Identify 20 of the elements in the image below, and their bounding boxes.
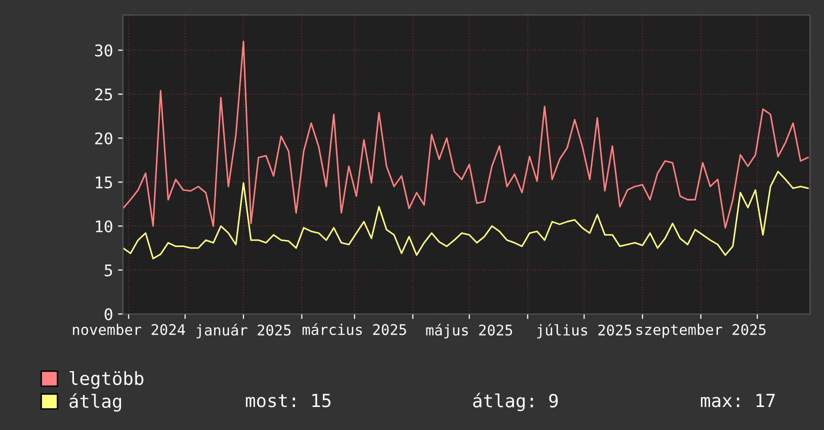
y-tick-label: 25: [95, 88, 112, 100]
y-tick-label: 15: [96, 176, 112, 188]
y-tick-label: 5: [104, 264, 112, 276]
x-tick-label: november 2024: [72, 324, 186, 336]
y-tick-label: 20: [95, 132, 112, 144]
text: max: 17: [700, 394, 775, 408]
x-tick-label: március 2025: [302, 323, 406, 336]
x-tick-label: január 2025: [196, 324, 291, 338]
y-tick-label: 0: [104, 308, 112, 320]
text: most: 15: [246, 394, 331, 408]
line-series: [123, 170, 809, 260]
y-tick-label: 10: [96, 220, 112, 232]
x-tick-label: július 2025: [537, 324, 632, 338]
x-tick-label: május 2025: [426, 324, 512, 338]
legend-label: legtöbb: [70, 371, 144, 389]
y-tick-label: 30: [95, 44, 112, 57]
text: átlag: 9: [473, 392, 558, 412]
line-series: [123, 40, 809, 229]
x-tick-label: szeptember 2025: [636, 324, 766, 338]
legend-label: átlag: [70, 393, 121, 412]
